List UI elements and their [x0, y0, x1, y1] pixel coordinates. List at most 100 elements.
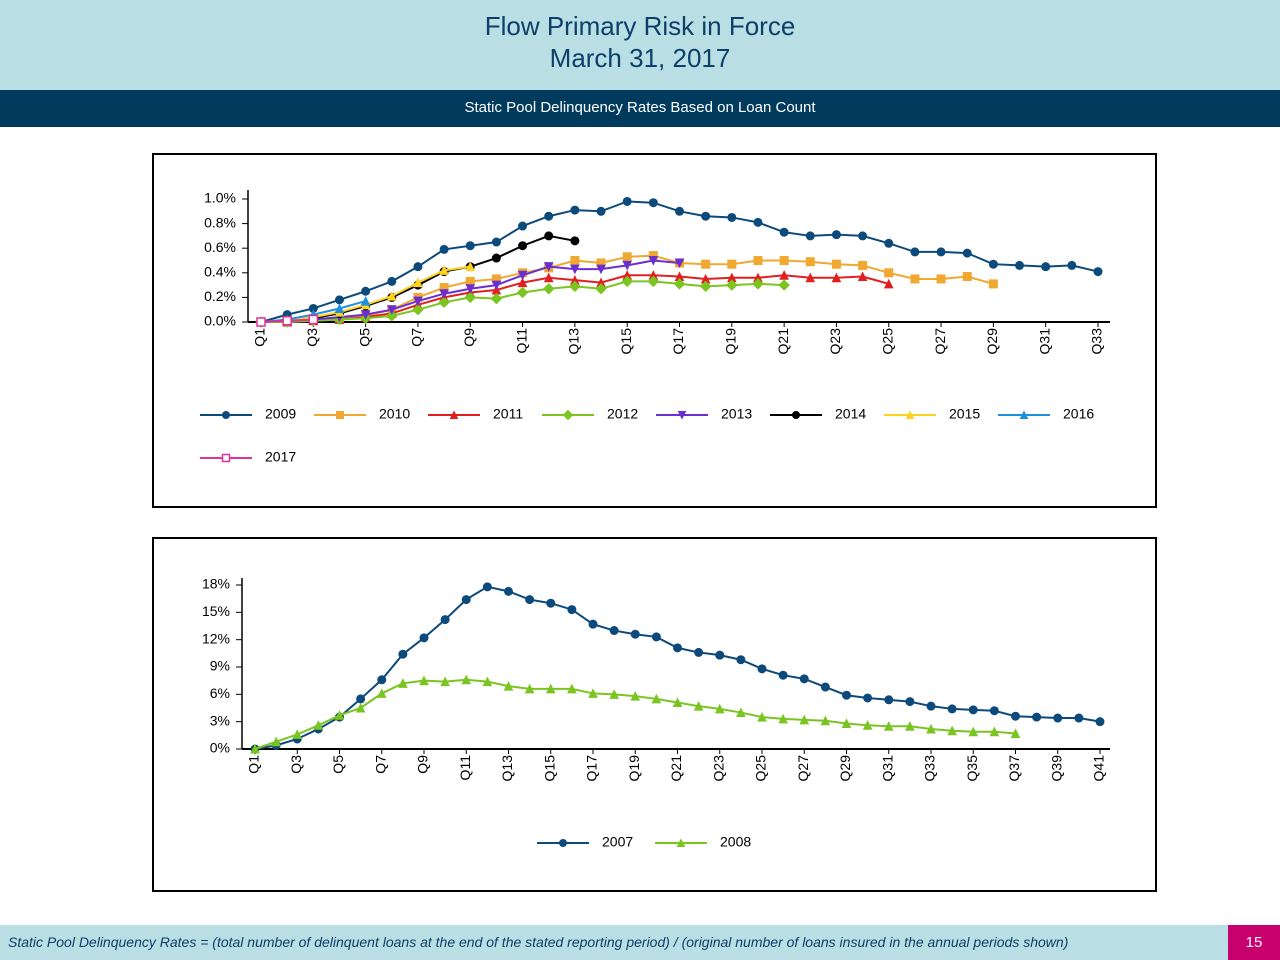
marker	[926, 723, 936, 734]
marker	[567, 605, 577, 615]
marker	[805, 231, 815, 241]
marker	[524, 683, 535, 694]
y-tick-label: 0.8%	[204, 214, 236, 230]
marker	[831, 272, 842, 283]
x-tick-label: Q29	[984, 328, 1000, 355]
marker	[962, 271, 972, 281]
marker	[413, 296, 423, 307]
marker	[412, 303, 424, 316]
x-tick-label: Q27	[795, 755, 811, 782]
marker	[439, 265, 449, 275]
marker	[449, 410, 459, 419]
marker	[570, 236, 580, 246]
marker	[968, 705, 978, 715]
marker	[596, 206, 606, 216]
marker	[376, 688, 387, 698]
marker	[936, 274, 946, 284]
marker	[464, 291, 476, 304]
marker	[518, 221, 528, 231]
x-tick-label: Q9	[415, 755, 431, 774]
marker	[282, 316, 292, 326]
marker	[779, 256, 789, 265]
x-tick-label: Q7	[409, 328, 425, 347]
y-tick-label: 18%	[202, 576, 230, 592]
marker	[271, 736, 281, 747]
x-tick-label: Q25	[753, 755, 769, 782]
marker	[799, 674, 809, 684]
marker	[221, 453, 231, 463]
marker	[736, 707, 746, 718]
marker	[842, 690, 851, 700]
marker	[693, 701, 704, 711]
marker	[377, 675, 387, 685]
marker	[884, 268, 894, 278]
marker	[752, 278, 764, 290]
marker	[805, 257, 815, 267]
marker	[398, 678, 408, 688]
x-tick-label: Q5	[330, 755, 346, 774]
marker	[676, 838, 686, 847]
marker	[567, 683, 577, 694]
marker	[1010, 728, 1021, 739]
marker	[386, 291, 397, 301]
marker	[757, 664, 767, 674]
x-tick-label: Q17	[670, 328, 686, 355]
marker	[1095, 717, 1105, 727]
marker	[701, 211, 711, 221]
marker	[544, 231, 554, 241]
marker	[905, 721, 915, 731]
charts: 0.0%0.2%0.4%0.6%0.8%1.0%Q1 Q3 Q5 Q7 Q9 Q11 Q13…	[152, 153, 1157, 892]
marker	[757, 711, 767, 722]
chart-frame	[152, 537, 1157, 892]
marker	[1032, 712, 1042, 722]
marker	[841, 718, 852, 728]
marker	[1015, 260, 1025, 270]
marker	[736, 655, 746, 665]
marker	[799, 714, 810, 725]
marker	[988, 259, 998, 269]
x-tick-label: Q15	[618, 328, 634, 355]
marker	[465, 284, 476, 294]
legend-label: 2011	[493, 406, 523, 422]
x-tick-label: Q1	[252, 328, 268, 347]
marker	[778, 279, 790, 291]
marker	[313, 720, 324, 730]
y-tick-label: 9%	[210, 658, 230, 674]
legend-label: 2013	[721, 406, 752, 422]
marker	[884, 695, 894, 705]
marker	[989, 726, 1000, 737]
marker	[503, 681, 514, 691]
marker	[715, 650, 725, 660]
marker	[570, 256, 580, 265]
marker	[545, 683, 556, 694]
x-tick-label: Q13	[566, 328, 582, 355]
marker	[753, 217, 763, 227]
x-tick-label: Q3	[288, 755, 304, 774]
marker	[779, 227, 789, 237]
x-tick-label: Q15	[541, 755, 557, 782]
marker	[517, 277, 528, 288]
marker	[222, 411, 230, 419]
marker	[884, 238, 894, 248]
marker	[491, 237, 501, 247]
marker	[596, 264, 606, 275]
marker	[947, 725, 957, 736]
x-tick-label: Q23	[827, 328, 843, 355]
marker	[1074, 713, 1084, 723]
marker	[962, 248, 972, 258]
marker	[250, 743, 260, 754]
marker	[701, 259, 711, 269]
x-tick-label: Q39	[1048, 755, 1064, 782]
marker	[361, 286, 371, 296]
marker	[648, 256, 659, 266]
y-tick-label: 6%	[210, 685, 230, 701]
marker	[518, 241, 528, 251]
x-tick-label: Q21	[668, 755, 684, 782]
x-tick-label: Q3	[304, 328, 320, 347]
marker	[779, 270, 789, 280]
marker	[360, 295, 371, 306]
marker	[439, 289, 449, 299]
x-tick-label: Q27	[932, 328, 948, 355]
marker	[831, 230, 841, 240]
marker	[1019, 410, 1029, 419]
